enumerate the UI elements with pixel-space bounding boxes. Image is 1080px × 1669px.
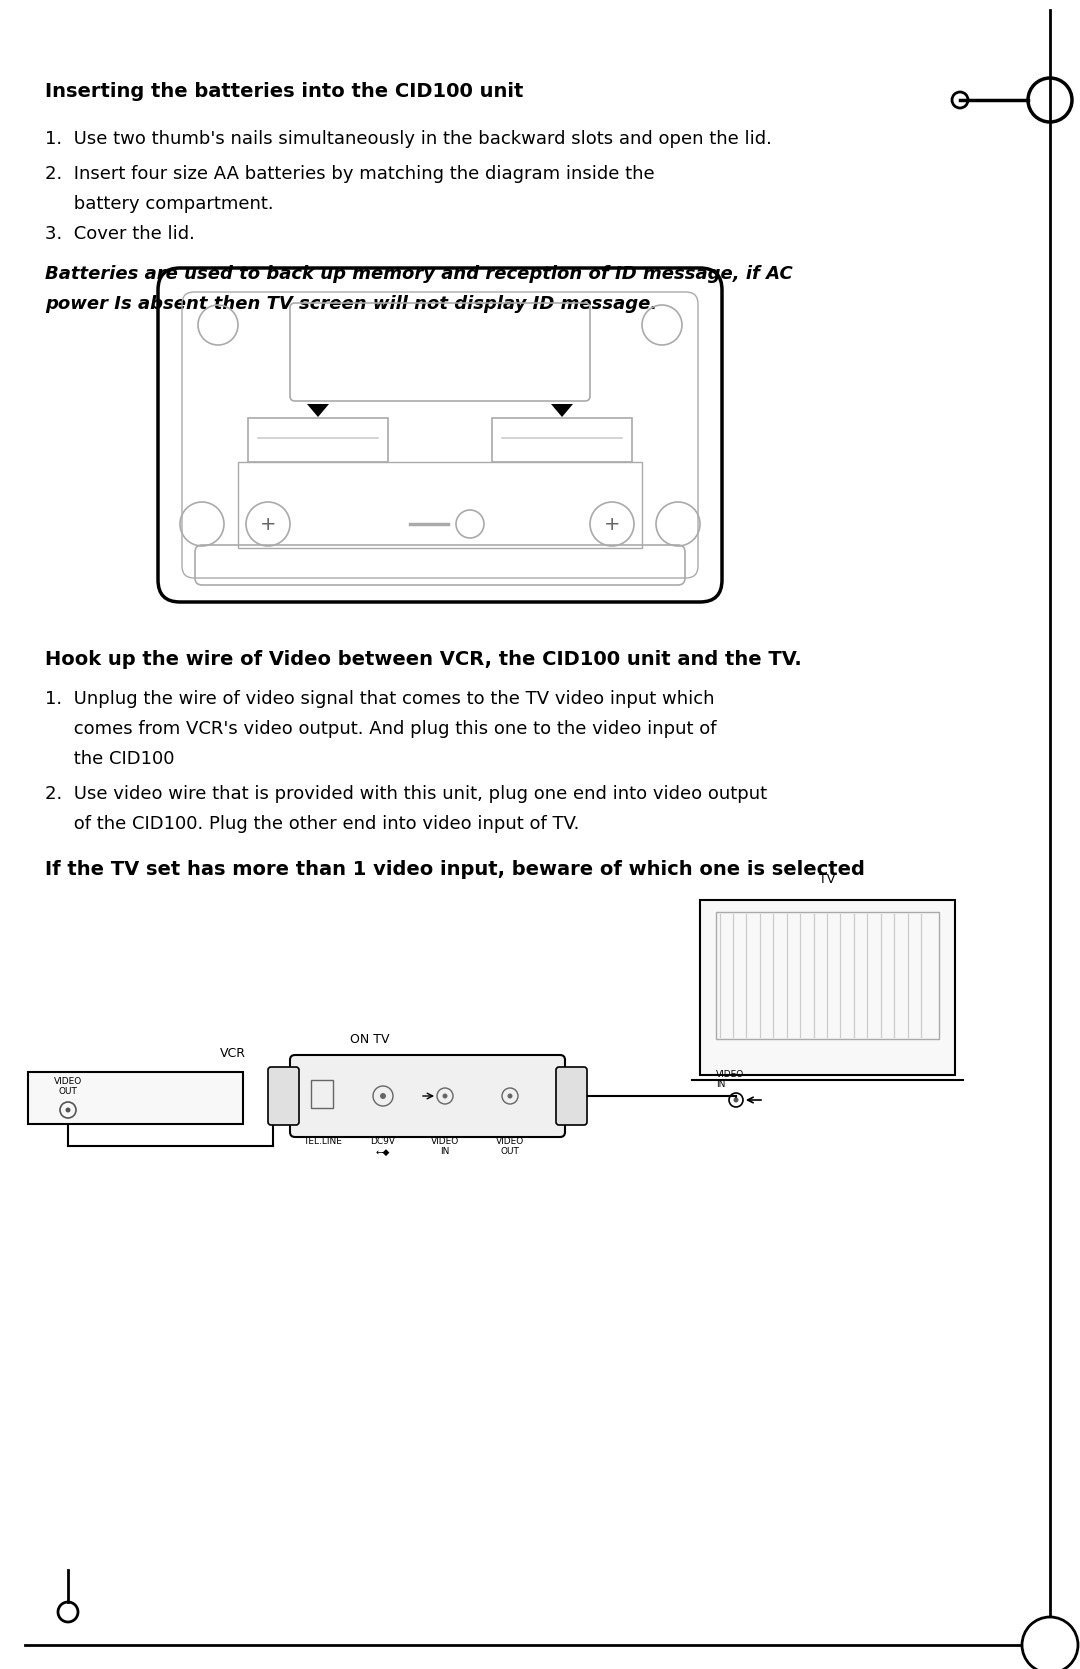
Circle shape bbox=[66, 1108, 70, 1113]
FancyBboxPatch shape bbox=[268, 1066, 299, 1125]
Bar bbox=[311, 1080, 333, 1108]
Bar bbox=[492, 417, 632, 462]
Polygon shape bbox=[551, 404, 573, 417]
Circle shape bbox=[508, 1093, 513, 1098]
Text: ON TV: ON TV bbox=[350, 1033, 390, 1046]
Text: Inserting the batteries into the CID100 unit: Inserting the batteries into the CID100 … bbox=[45, 82, 524, 102]
FancyBboxPatch shape bbox=[158, 269, 723, 603]
Text: VCR: VCR bbox=[220, 1046, 246, 1060]
Bar bbox=[716, 911, 939, 1040]
Circle shape bbox=[733, 1098, 739, 1103]
FancyBboxPatch shape bbox=[556, 1066, 588, 1125]
Text: +: + bbox=[260, 514, 276, 534]
Text: VIDEO
IN: VIDEO IN bbox=[431, 1137, 459, 1157]
Text: of the CID100. Plug the other end into video input of TV.: of the CID100. Plug the other end into v… bbox=[45, 814, 579, 833]
Text: comes from VCR's video output. And plug this one to the video input of: comes from VCR's video output. And plug … bbox=[45, 719, 716, 738]
Text: TEL.LINE: TEL.LINE bbox=[303, 1137, 342, 1147]
Text: 2.  Insert four size AA batteries by matching the diagram inside the: 2. Insert four size AA batteries by matc… bbox=[45, 165, 654, 184]
Text: 1.  Unplug the wire of video signal that comes to the TV video input which: 1. Unplug the wire of video signal that … bbox=[45, 689, 715, 708]
Text: power Is absent then TV screen will not display ID message.: power Is absent then TV screen will not … bbox=[45, 295, 658, 314]
Text: VIDEO
OUT: VIDEO OUT bbox=[496, 1137, 524, 1157]
Circle shape bbox=[380, 1093, 386, 1098]
Text: 1.  Use two thumb's nails simultaneously in the backward slots and open the lid.: 1. Use two thumb's nails simultaneously … bbox=[45, 130, 772, 149]
FancyBboxPatch shape bbox=[291, 1055, 565, 1137]
Bar bbox=[700, 900, 955, 1075]
Text: the CID100: the CID100 bbox=[45, 749, 175, 768]
Text: 3.  Cover the lid.: 3. Cover the lid. bbox=[45, 225, 194, 244]
Text: If the TV set has more than 1 video input, beware of which one is selected: If the TV set has more than 1 video inpu… bbox=[45, 860, 865, 880]
Polygon shape bbox=[307, 404, 329, 417]
Bar bbox=[238, 462, 642, 547]
Circle shape bbox=[443, 1093, 447, 1098]
Text: TV: TV bbox=[819, 873, 835, 886]
Text: VIDEO
OUT: VIDEO OUT bbox=[54, 1077, 82, 1097]
Text: VIDEO
IN: VIDEO IN bbox=[716, 1070, 744, 1090]
Text: +: + bbox=[604, 514, 620, 534]
Text: Hook up the wire of Video between VCR, the CID100 unit and the TV.: Hook up the wire of Video between VCR, t… bbox=[45, 649, 801, 669]
Text: battery compartment.: battery compartment. bbox=[45, 195, 273, 214]
Bar bbox=[28, 1071, 243, 1123]
Bar bbox=[248, 417, 388, 462]
Text: 2.  Use video wire that is provided with this unit, plug one end into video outp: 2. Use video wire that is provided with … bbox=[45, 784, 767, 803]
Circle shape bbox=[1022, 1617, 1078, 1669]
Text: Batteries are used to back up memory and reception of ID message, if AC: Batteries are used to back up memory and… bbox=[45, 265, 793, 284]
Text: DC9V
←◆: DC9V ←◆ bbox=[370, 1137, 395, 1157]
Text: 5: 5 bbox=[1041, 1632, 1058, 1657]
